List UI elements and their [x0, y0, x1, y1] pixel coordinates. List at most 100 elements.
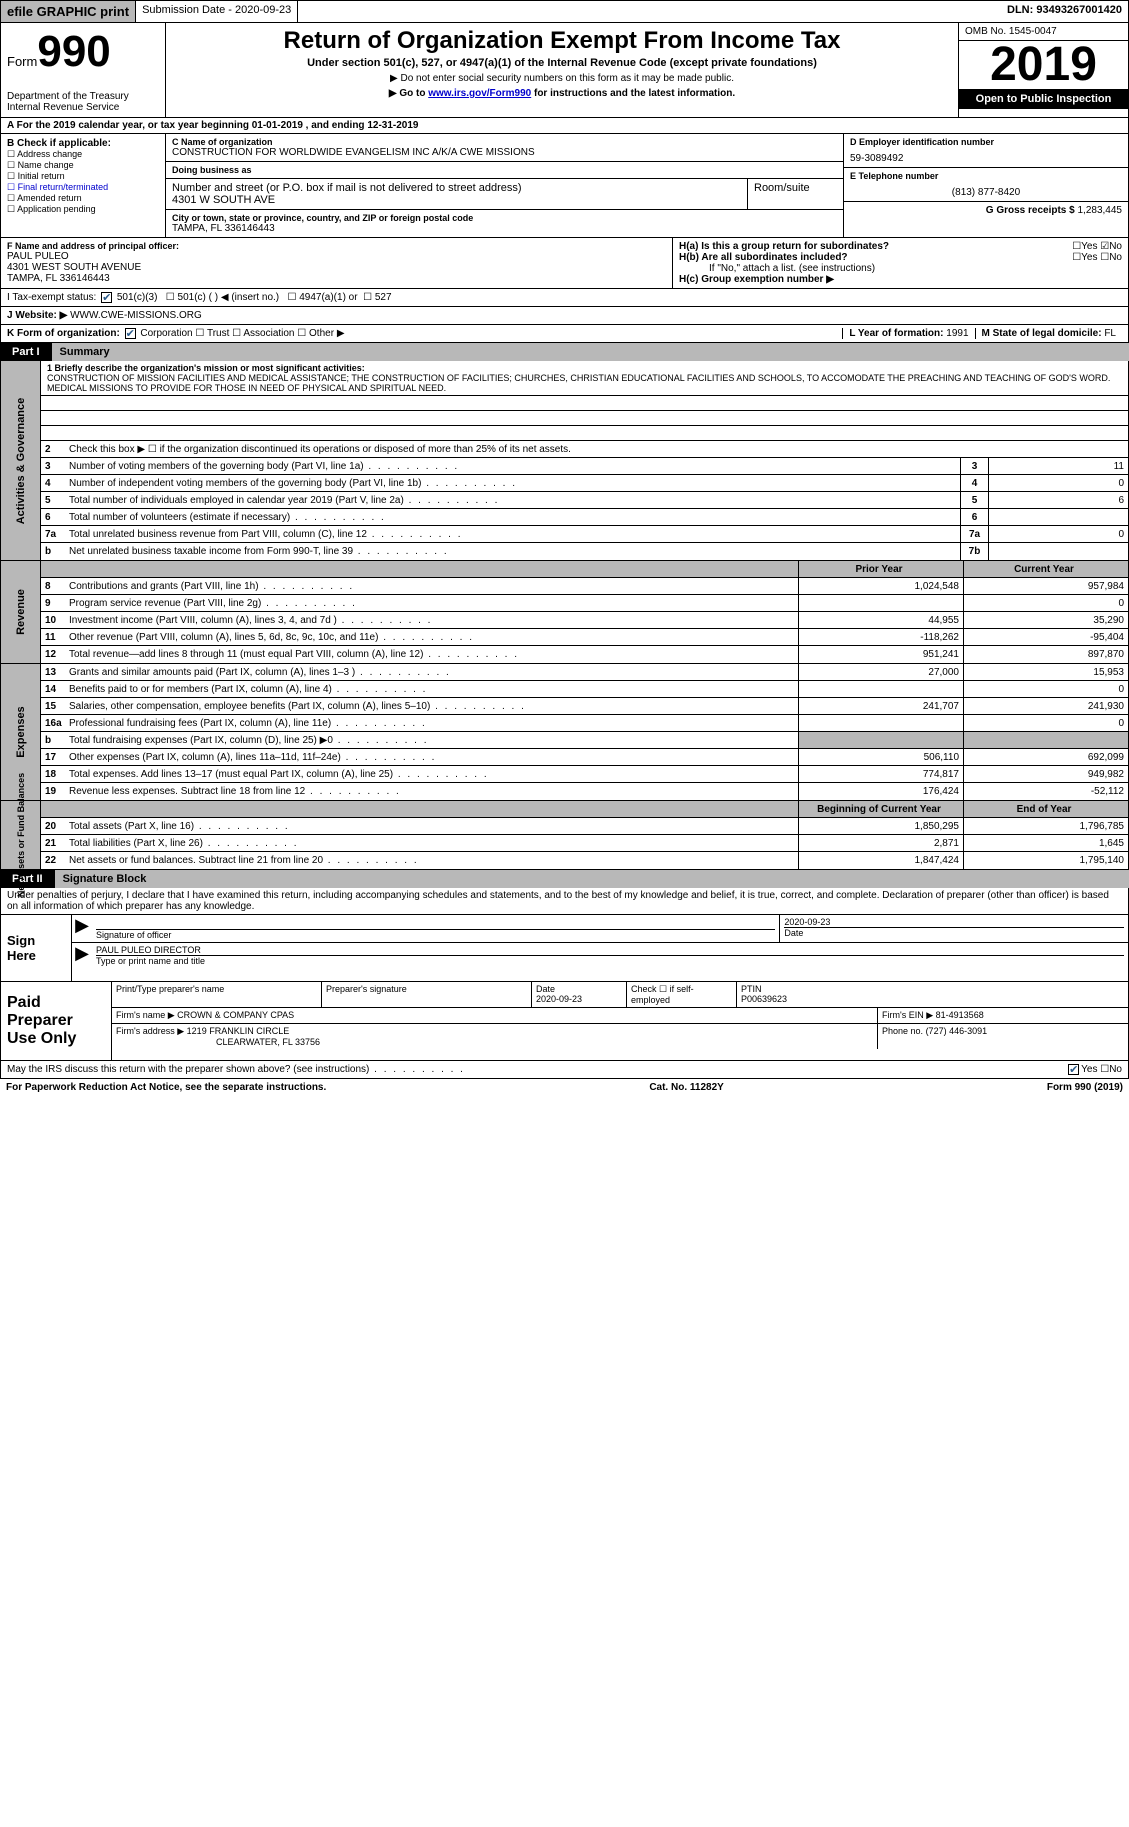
gov-desc: Number of voting members of the governin…	[65, 459, 960, 474]
row-desc: Salaries, other compensation, employee b…	[65, 699, 798, 714]
prior-val: -118,262	[798, 629, 963, 645]
prior-val: 774,817	[798, 766, 963, 782]
row-desc: Total fundraising expenses (Part IX, col…	[65, 733, 798, 748]
chk-address[interactable]: Address change	[17, 149, 82, 159]
perjury-text: Under penalties of perjury, I declare th…	[0, 888, 1129, 915]
firm-name-lbl: Firm's name ▶	[116, 1010, 175, 1020]
officer-city: TAMPA, FL 336146443	[7, 273, 666, 284]
hdr-begin: Beginning of Current Year	[798, 801, 963, 817]
pra-notice: For Paperwork Reduction Act Notice, see …	[6, 1082, 326, 1093]
ein-value: 59-3089492	[850, 153, 1122, 164]
printed-label: Type or print name and title	[96, 955, 1124, 966]
curr-val: 1,796,785	[963, 818, 1128, 834]
org-name-label: C Name of organization	[172, 137, 837, 147]
gov-val	[988, 543, 1128, 560]
state-value: FL	[1104, 328, 1116, 339]
curr-val: 0	[963, 715, 1128, 731]
row-desc: Grants and similar amounts paid (Part IX…	[65, 665, 798, 680]
chk-amended[interactable]: Amended return	[17, 193, 82, 203]
chk-corp[interactable]	[125, 328, 136, 339]
curr-val: 0	[963, 595, 1128, 611]
part2-title: Signature Block	[55, 870, 1129, 888]
chk-501c3[interactable]	[101, 292, 112, 303]
prior-val: 506,110	[798, 749, 963, 765]
prior-val: 2,871	[798, 835, 963, 851]
chk-initial[interactable]: Initial return	[18, 171, 65, 181]
efile-button[interactable]: efile GRAPHIC print	[1, 1, 136, 22]
row-desc: Program service revenue (Part VIII, line…	[65, 596, 798, 611]
form-org-label: K Form of organization:	[7, 328, 120, 339]
irs-link[interactable]: www.irs.gov/Form990	[428, 88, 531, 99]
sign-here: Sign Here	[1, 915, 71, 981]
prep-date-hdr: Date	[536, 984, 555, 994]
curr-val: -95,404	[963, 629, 1128, 645]
tax-status-label: I Tax-exempt status:	[7, 292, 96, 303]
gross-label: G Gross receipts $	[986, 205, 1075, 216]
curr-val: 957,984	[963, 578, 1128, 594]
firm-addr-lbl: Firm's address ▶	[116, 1026, 184, 1036]
hc-label: H(c) Group exemption number ▶	[679, 274, 834, 285]
prior-val: 176,424	[798, 783, 963, 800]
q1-label: 1 Briefly describe the organization's mi…	[47, 363, 365, 373]
officer-printed: PAUL PULEO DIRECTOR	[96, 945, 1124, 955]
paid-preparer-label: Paid Preparer Use Only	[1, 982, 111, 1060]
prior-val	[798, 732, 963, 748]
prior-val	[798, 595, 963, 611]
mission-text: CONSTRUCTION OF MISSION FACILITIES AND M…	[47, 373, 1110, 393]
discuss-yes[interactable]	[1068, 1064, 1079, 1075]
curr-val: 15,953	[963, 664, 1128, 680]
street-address: 4301 W SOUTH AVE	[172, 194, 741, 206]
cat-no: Cat. No. 11282Y	[649, 1082, 723, 1093]
return-title: Return of Organization Exempt From Incom…	[170, 27, 954, 55]
row-desc: Revenue less expenses. Subtract line 18 …	[65, 784, 798, 799]
officer-addr: 4301 WEST SOUTH AVENUE	[7, 262, 666, 273]
ptin-hdr: PTIN	[741, 984, 762, 994]
chk-name[interactable]: Name change	[18, 160, 74, 170]
row-desc: Professional fundraising fees (Part IX, …	[65, 716, 798, 731]
curr-val: 1,645	[963, 835, 1128, 851]
tel-value: (813) 877-8420	[850, 187, 1122, 198]
goto-post: for instructions and the latest informat…	[531, 88, 735, 99]
row-desc: Other revenue (Part VIII, column (A), li…	[65, 630, 798, 645]
vert-revenue: Revenue	[15, 589, 27, 635]
row-desc: Other expenses (Part IX, column (A), lin…	[65, 750, 798, 765]
tax-period: A For the 2019 calendar year, or tax yea…	[0, 118, 1129, 134]
curr-val: 241,930	[963, 698, 1128, 714]
hdr-end: End of Year	[963, 801, 1128, 817]
gov-val	[988, 509, 1128, 525]
prior-val: 44,955	[798, 612, 963, 628]
website-label: J Website: ▶	[7, 310, 67, 321]
year-formation: 1991	[946, 328, 968, 339]
prep-name-hdr: Print/Type preparer's name	[112, 982, 322, 1007]
row-desc: Total assets (Part X, line 16)	[65, 819, 798, 834]
arrow-icon-2: ▶	[72, 943, 92, 968]
city-label: City or town, state or province, country…	[172, 213, 837, 223]
officer-label: F Name and address of principal officer:	[7, 241, 666, 251]
submission-date: Submission Date - 2020-09-23	[136, 1, 298, 22]
gov-desc: Total number of individuals employed in …	[65, 493, 960, 508]
prior-val: 951,241	[798, 646, 963, 663]
hdr-prior: Prior Year	[798, 561, 963, 577]
vert-netassets: Net Assets or Fund Balances	[16, 773, 26, 897]
gov-val: 6	[988, 492, 1128, 508]
prior-val: 27,000	[798, 664, 963, 680]
hb-label: H(b) Are all subordinates included?	[679, 252, 848, 263]
opt-assoc: Association	[243, 328, 294, 339]
firm-addr: 1219 FRANKLIN CIRCLE	[187, 1026, 290, 1036]
opt-527: 527	[375, 292, 392, 303]
dln: DLN: 93493267001420	[1001, 1, 1128, 22]
prior-val	[798, 715, 963, 731]
goto-pre: ▶ Go to	[389, 88, 428, 99]
form-footer: Form 990 (2019)	[1047, 1082, 1123, 1093]
dba-label: Doing business as	[172, 165, 837, 175]
gross-value: 1,283,445	[1078, 205, 1123, 216]
chk-final[interactable]: Final return/terminated	[18, 182, 109, 192]
firm-name: CROWN & COMPANY CPAS	[177, 1010, 294, 1020]
firm-phone-lbl: Phone no.	[882, 1026, 923, 1036]
chk-pending[interactable]: Application pending	[17, 204, 96, 214]
curr-val: 0	[963, 681, 1128, 697]
discuss-question: May the IRS discuss this return with the…	[7, 1064, 465, 1075]
row-desc: Total liabilities (Part X, line 26)	[65, 836, 798, 851]
ha-label: H(a) Is this a group return for subordin…	[679, 241, 889, 252]
firm-city: CLEARWATER, FL 33756	[116, 1037, 320, 1047]
